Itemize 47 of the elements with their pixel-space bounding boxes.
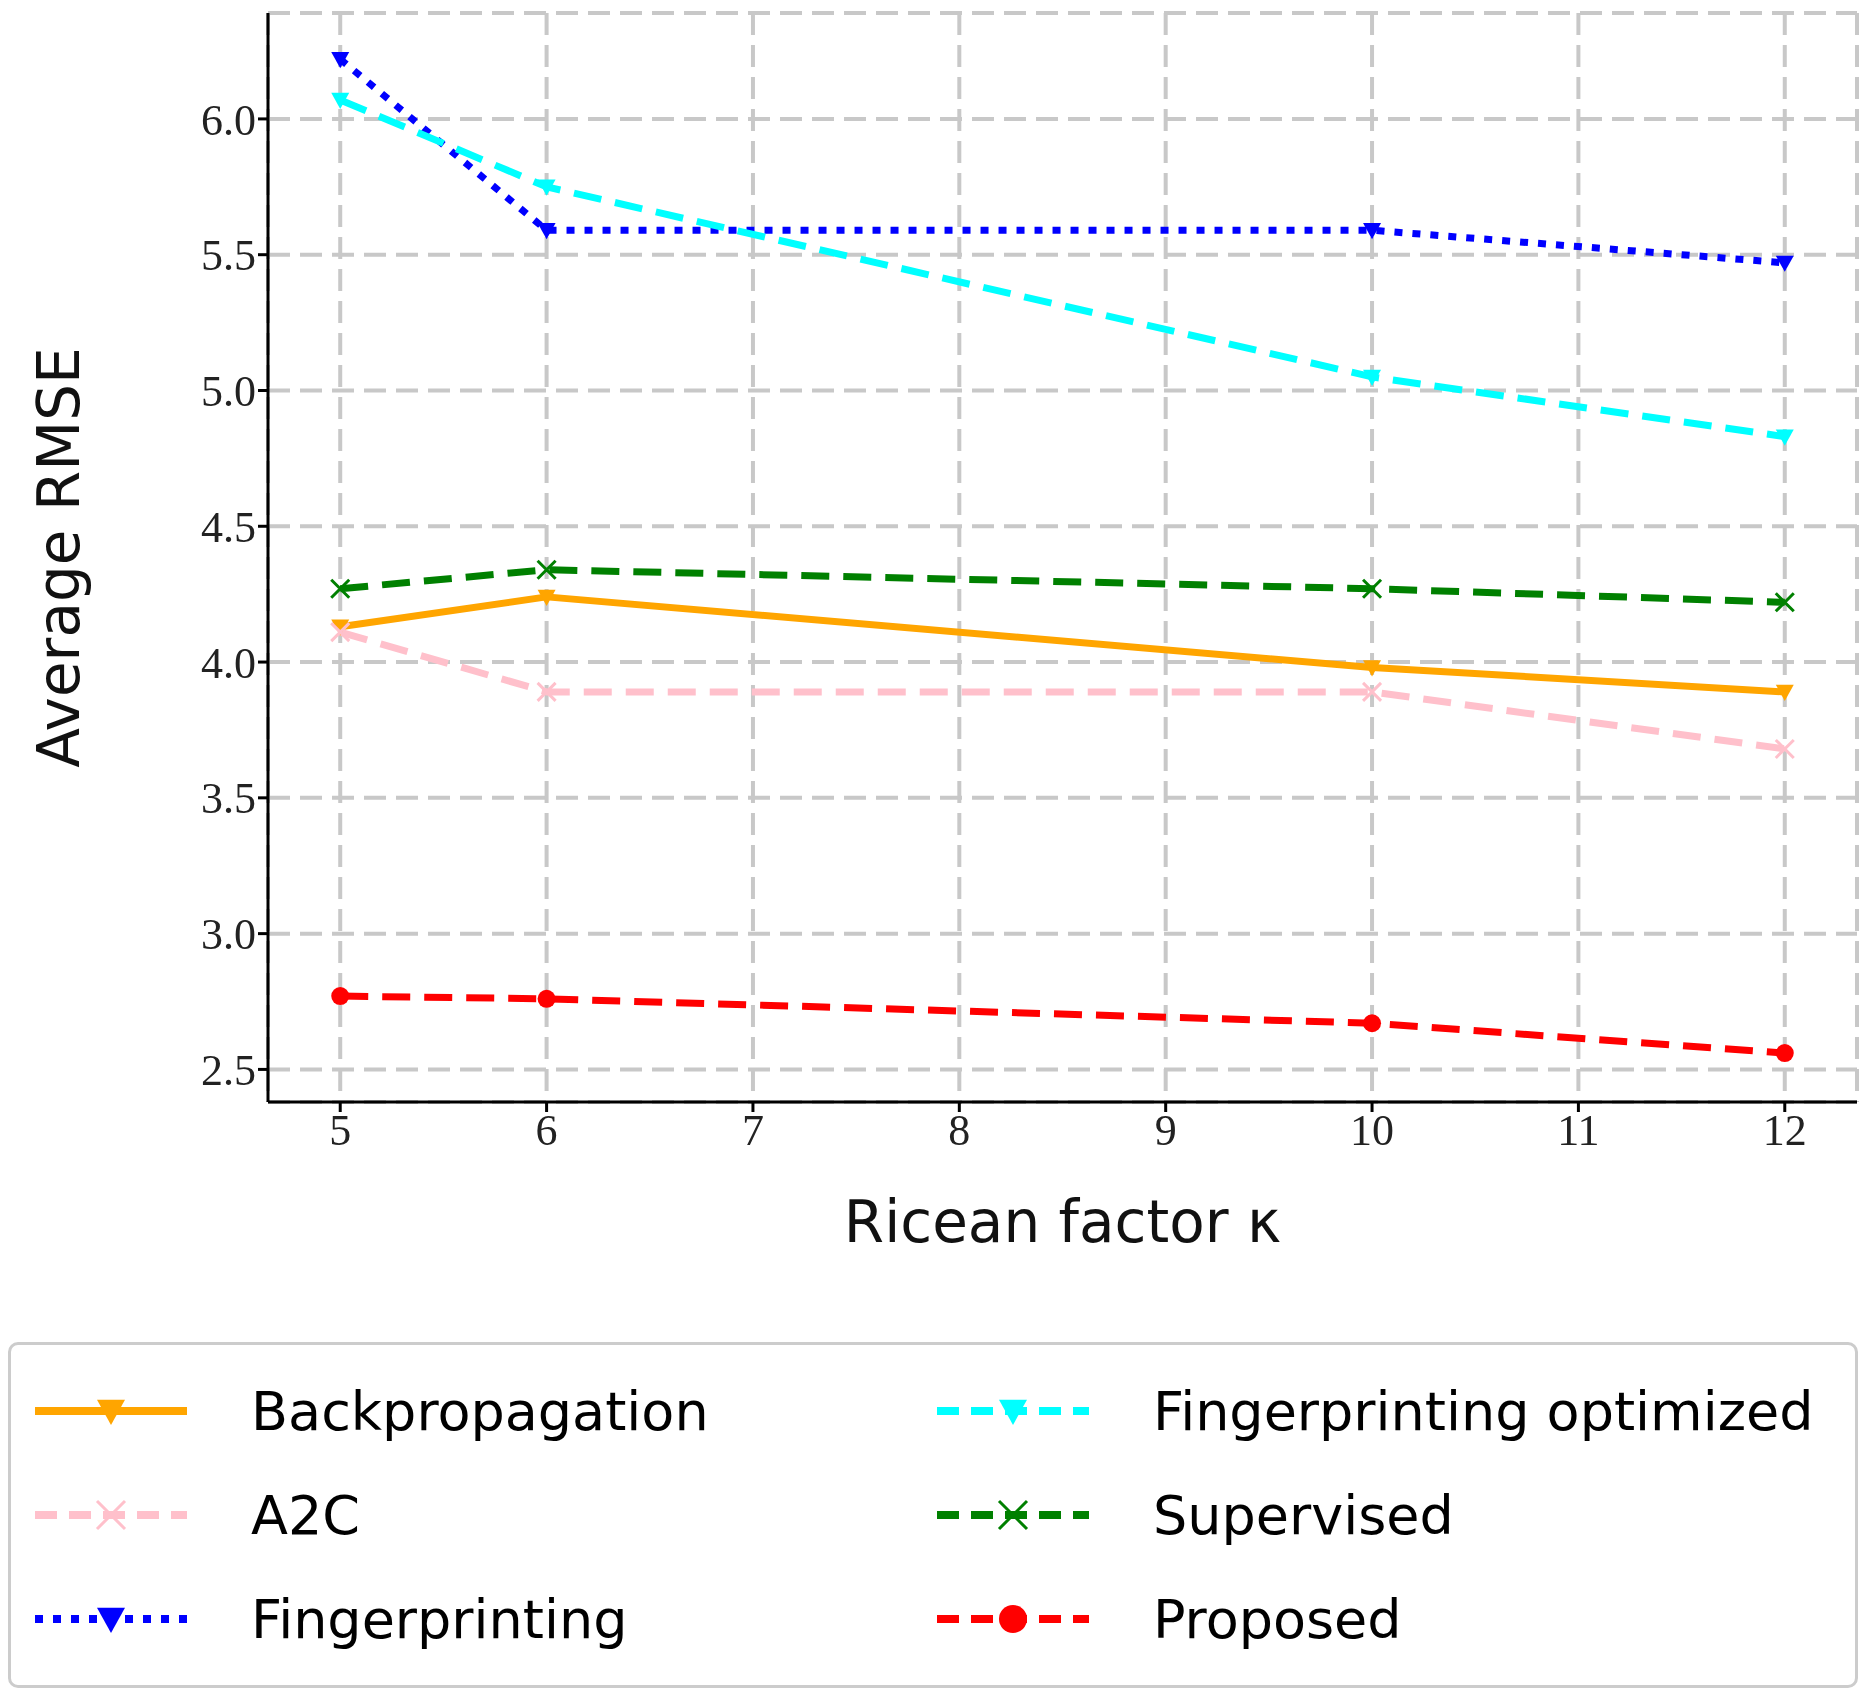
legend-label: Proposed bbox=[1153, 1587, 1402, 1651]
point bbox=[329, 578, 351, 600]
legend-label: A2C bbox=[251, 1483, 361, 1547]
point bbox=[1775, 1044, 1794, 1063]
point bbox=[331, 987, 350, 1006]
y-tick-label: 3.0 bbox=[201, 910, 256, 960]
point bbox=[536, 559, 558, 581]
point bbox=[1363, 1014, 1382, 1033]
point bbox=[329, 621, 351, 643]
point bbox=[1363, 660, 1382, 677]
x-tick-label: 6 bbox=[535, 1106, 558, 1156]
point bbox=[536, 681, 558, 703]
point bbox=[537, 589, 556, 606]
point bbox=[537, 223, 556, 240]
point bbox=[331, 51, 350, 69]
y-tick-label: 5.5 bbox=[201, 231, 256, 281]
point bbox=[1775, 429, 1794, 446]
x-tick-label: 7 bbox=[741, 1106, 764, 1156]
y-tick-label: 5.0 bbox=[201, 367, 256, 417]
y-tick-label: 2.5 bbox=[201, 1046, 256, 1096]
legend-label: Supervised bbox=[1153, 1483, 1454, 1547]
x-tick-label: 8 bbox=[948, 1106, 971, 1156]
x-tick-label: 12 bbox=[1762, 1106, 1807, 1156]
point bbox=[1363, 223, 1382, 240]
legend-label: Fingerprinting optimized bbox=[1153, 1379, 1814, 1443]
point bbox=[1361, 681, 1383, 703]
y-axis-title: Average RMSE bbox=[24, 347, 93, 768]
y-tick-label: 4.0 bbox=[201, 638, 256, 688]
legend-label: Backpropagation bbox=[251, 1379, 709, 1443]
point bbox=[1775, 255, 1794, 272]
x-tick-label: 5 bbox=[329, 1106, 352, 1156]
x-axis-title: Ricean factor κ bbox=[843, 1188, 1282, 1256]
y-tick-label: 6.0 bbox=[201, 95, 256, 145]
point bbox=[1775, 684, 1794, 701]
y-tick-label: 4.5 bbox=[201, 502, 256, 552]
point bbox=[1361, 578, 1383, 600]
x-tick-label: 10 bbox=[1350, 1106, 1395, 1156]
point bbox=[1774, 591, 1796, 613]
point bbox=[1363, 369, 1382, 386]
y-tick-label: 3.5 bbox=[201, 774, 256, 824]
legend-label: Fingerprinting bbox=[251, 1587, 628, 1651]
x-tick-label: 9 bbox=[1154, 1106, 1177, 1156]
point bbox=[537, 179, 556, 196]
point bbox=[331, 92, 350, 109]
x-tick-label: 11 bbox=[1557, 1106, 1600, 1156]
point bbox=[1774, 738, 1796, 760]
point bbox=[537, 989, 556, 1008]
